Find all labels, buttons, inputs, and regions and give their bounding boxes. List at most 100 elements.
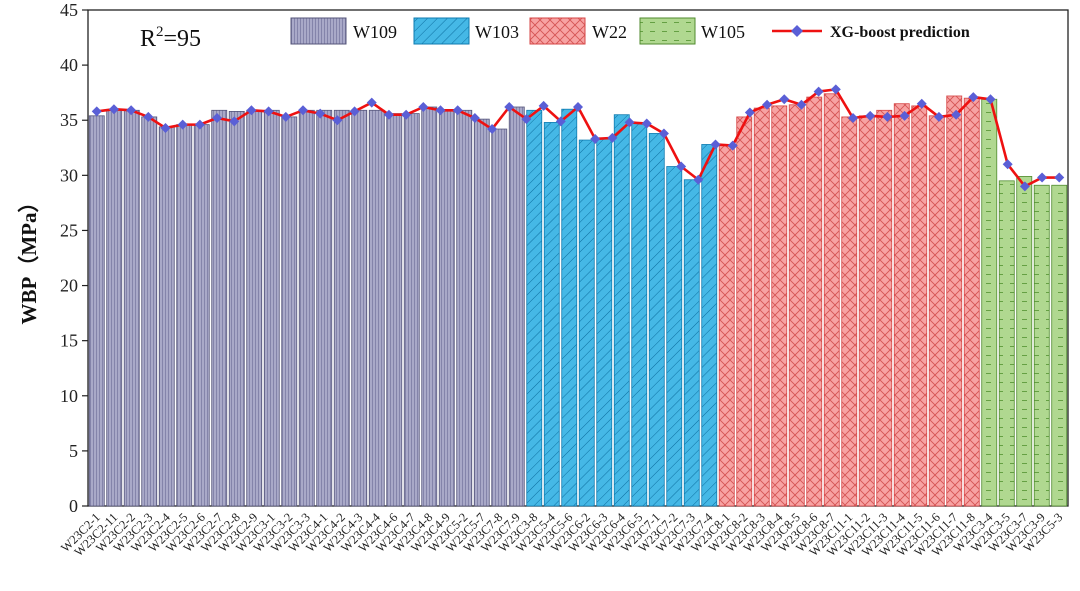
prediction-marker: [1037, 172, 1048, 183]
prediction-marker: [658, 128, 669, 139]
bar-w23c8-6: [806, 96, 823, 507]
prediction-marker: [607, 132, 618, 143]
prediction-marker: [933, 111, 944, 122]
prediction-marker: [401, 109, 412, 120]
prediction-marker: [418, 101, 429, 112]
prediction-marker: [693, 174, 704, 185]
prediction-marker: [744, 107, 755, 118]
y-tick-label: 0: [69, 496, 78, 516]
legend-label-prediction: XG-boost prediction: [830, 24, 970, 41]
prediction-marker: [143, 111, 154, 122]
plot-area: 051015202530354045W23C2-1W23C2-11W23C2-2…: [58, 0, 1069, 559]
prediction-marker: [332, 115, 343, 126]
prediction-marker: [848, 113, 858, 124]
bar-w23c4-9: [438, 109, 455, 507]
bar-w23c11-6: [928, 115, 945, 507]
y-axis-label: WBP（MPa）: [17, 192, 41, 325]
bar-w23c5-4: [543, 122, 560, 507]
bar-w23c11-2: [858, 115, 875, 507]
r2-annotation: R2=95: [140, 24, 201, 52]
bar-w23c7-1: [648, 133, 665, 507]
y-tick-label: 10: [60, 386, 78, 406]
bar-w23c6-4: [613, 114, 630, 507]
bar-w23c2-9: [246, 109, 263, 507]
legend: W109 W103 W22 W105 XG-boost prediction: [290, 17, 970, 45]
prediction-marker: [263, 106, 274, 117]
prediction-marker: [882, 111, 893, 122]
bar-w23c2-5: [176, 124, 193, 507]
y-tick-label: 40: [60, 55, 78, 75]
prediction-marker: [538, 100, 549, 111]
y-tick-label: 35: [60, 110, 78, 130]
bar-w23c2-6: [193, 124, 210, 507]
bar-w23c4-2: [333, 109, 350, 507]
bar-w23c2-1: [88, 115, 105, 507]
prediction-marker: [91, 106, 102, 117]
y-tick-label: 25: [60, 220, 78, 240]
bar-w23c4-1: [316, 109, 333, 507]
bar-w23c8-2: [736, 116, 753, 507]
prediction-marker: [710, 139, 721, 150]
bar-w23c5-2: [456, 109, 473, 507]
bar-w23c7-8: [491, 128, 508, 507]
legend-swatch-w22: [529, 17, 586, 45]
prediction-marker: [160, 122, 171, 133]
bar-w23c5-6: [561, 108, 578, 507]
prediction-marker: [555, 116, 566, 127]
prediction-marker: [108, 104, 119, 115]
plot-frame: [87, 9, 1069, 507]
prediction-marker: [985, 94, 996, 105]
prediction-marker: [865, 110, 876, 121]
bar-w23c2-3: [141, 116, 158, 507]
bar-w23c4-6: [386, 113, 403, 507]
bar-w23c2-7: [211, 109, 228, 507]
prediction-marker: [968, 92, 979, 103]
prediction-marker: [830, 84, 841, 95]
prediction-marker: [194, 119, 205, 130]
y-tick-label: 5: [69, 441, 78, 461]
prediction-marker: [315, 108, 326, 119]
bar-w23c8-4: [771, 105, 788, 507]
prediction-marker: [916, 98, 927, 109]
prediction-marker: [349, 106, 360, 117]
prediction-marker: [383, 109, 394, 120]
bar-w23c3-8: [526, 109, 543, 507]
prediction-marker: [487, 124, 498, 135]
bar-w23c7-3: [683, 179, 700, 507]
bar-w23c2-2: [123, 109, 140, 507]
r2-annotation-sup: 2: [156, 24, 164, 40]
prediction-marker: [796, 99, 807, 110]
bar-w23c3-5: [998, 180, 1015, 507]
bar-w23c7-9: [508, 106, 525, 507]
bar-w23c2-11: [106, 109, 123, 507]
prediction-marker: [762, 99, 773, 110]
bar-w23c11-4: [893, 103, 910, 507]
y-tick-label: 15: [60, 331, 78, 351]
prediction-marker: [573, 101, 583, 112]
prediction-marker: [676, 161, 687, 172]
bar-w23c11-8: [963, 97, 980, 507]
prediction-marker: [1002, 159, 1013, 170]
bar-w23c4-8: [421, 106, 438, 507]
bar-w23c8-1: [718, 145, 735, 507]
prediction-marker: [504, 101, 515, 112]
bar-w23c3-7: [1016, 176, 1033, 507]
bar-w23c2-8: [228, 111, 245, 507]
prediction-marker: [727, 140, 738, 151]
y-tick-label: 30: [60, 165, 78, 185]
prediction-marker: [177, 119, 188, 130]
prediction-marker: [779, 94, 790, 105]
legend-swatch-w103: [413, 17, 470, 45]
bar-w23c4-3: [351, 109, 368, 507]
bar-w23c4-7: [403, 113, 420, 507]
legend-marker-prediction: [791, 25, 803, 37]
bar-w23c11-1: [841, 116, 858, 507]
bar-w23c7-4: [701, 144, 718, 507]
bar-w23c3-3: [298, 109, 315, 507]
bar-w23c11-7: [946, 95, 963, 507]
bar-w23c5-3: [1051, 184, 1068, 507]
prediction-marker: [641, 118, 652, 129]
bar-w23c8-3: [753, 107, 770, 507]
prediction-marker: [813, 86, 824, 97]
